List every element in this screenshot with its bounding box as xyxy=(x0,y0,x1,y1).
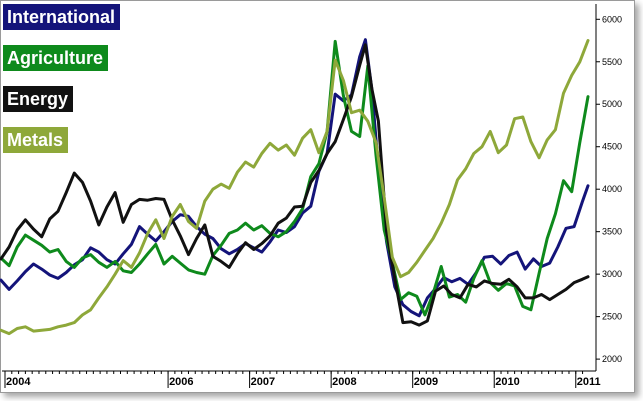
x-tick-label: 2004 xyxy=(6,376,31,388)
x-tick-label: 2008 xyxy=(332,376,356,388)
y-tick-label: 5000 xyxy=(602,99,622,109)
x-tick-label: 2007 xyxy=(251,376,275,388)
x-tick-label: 2006 xyxy=(169,376,193,388)
legend-international: International xyxy=(3,4,121,30)
series-line-agriculture xyxy=(0,39,590,317)
x-tick-label: 2011 xyxy=(577,376,601,388)
y-tick-label: 3000 xyxy=(602,269,622,279)
x-tick-label: 2010 xyxy=(495,376,519,388)
series-line-international xyxy=(0,38,590,318)
series-line-energy xyxy=(0,43,590,327)
legend-agriculture: Agriculture xyxy=(3,45,109,71)
y-tick-label: 3500 xyxy=(602,227,622,237)
series-line-metals xyxy=(0,39,590,336)
legend-metals: Metals xyxy=(3,127,69,153)
y-tick-label: 2500 xyxy=(602,312,622,322)
y-tick-label: 4000 xyxy=(602,184,622,194)
legend-energy: Energy xyxy=(3,86,74,112)
y-tick-label: 6000 xyxy=(602,14,622,24)
y-tick-label: 2000 xyxy=(602,354,622,364)
y-tick-label: 5500 xyxy=(602,57,622,67)
y-tick-label: 4500 xyxy=(602,142,622,152)
x-tick-label: 2009 xyxy=(414,376,438,388)
